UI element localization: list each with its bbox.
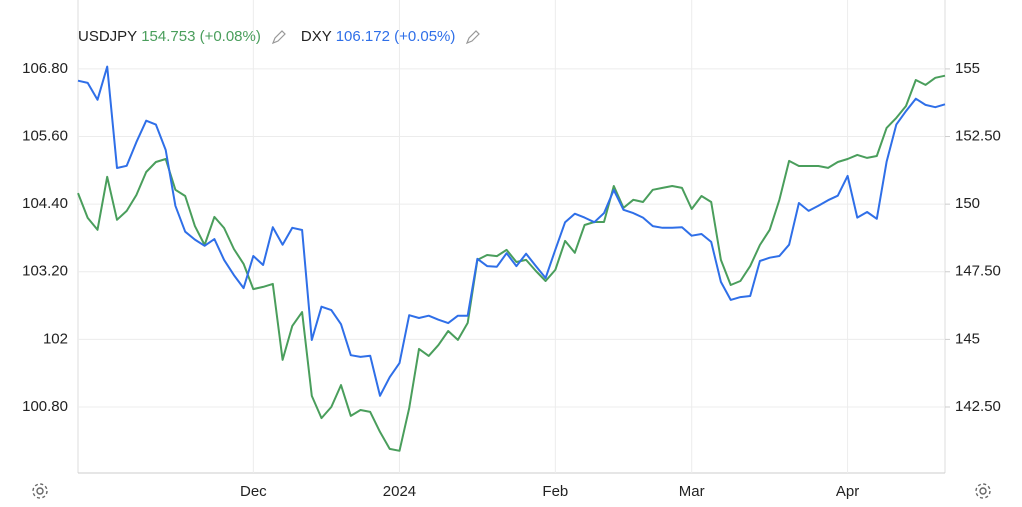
edit-icon[interactable] bbox=[271, 29, 287, 45]
settings-icon[interactable] bbox=[975, 483, 991, 499]
x-tick-label: Dec bbox=[240, 483, 267, 500]
y2-tick-label: 155 bbox=[955, 60, 980, 77]
x-tick-label: Mar bbox=[679, 483, 705, 500]
y2-tick-label: 152.50 bbox=[955, 128, 1001, 145]
y-tick-label: 102 bbox=[43, 330, 68, 347]
y-tick-label: 104.40 bbox=[22, 195, 68, 212]
series-line bbox=[77, 65, 946, 397]
y-tick-label: 100.80 bbox=[22, 398, 68, 415]
y-tick-label: 106.80 bbox=[22, 60, 68, 77]
series-line bbox=[77, 74, 946, 452]
legend: USDJPY 154.753 (+0.08%) DXY 106.172 (+0.… bbox=[78, 28, 491, 45]
x-tick-label: Apr bbox=[836, 483, 859, 500]
legend-value: 154.753 (+0.08%) bbox=[141, 28, 261, 45]
y2-tick-label: 150 bbox=[955, 195, 980, 212]
x-tick-label: Feb bbox=[542, 483, 568, 500]
x-tick-label: 2024 bbox=[383, 483, 416, 500]
legend-name: DXY bbox=[300, 28, 332, 45]
y-tick-label: 105.60 bbox=[22, 127, 68, 144]
legend-name: USDJPY bbox=[78, 28, 138, 45]
y2-tick-label: 147.50 bbox=[955, 263, 1001, 280]
y2-tick-label: 145 bbox=[955, 330, 980, 347]
legend-value: 106.172 (+0.05%) bbox=[335, 28, 456, 45]
y2-tick-label: 142.50 bbox=[955, 398, 1001, 415]
edit-icon[interactable] bbox=[465, 29, 481, 45]
y-tick-label: 103.20 bbox=[22, 263, 68, 280]
settings-icon[interactable] bbox=[32, 483, 48, 499]
